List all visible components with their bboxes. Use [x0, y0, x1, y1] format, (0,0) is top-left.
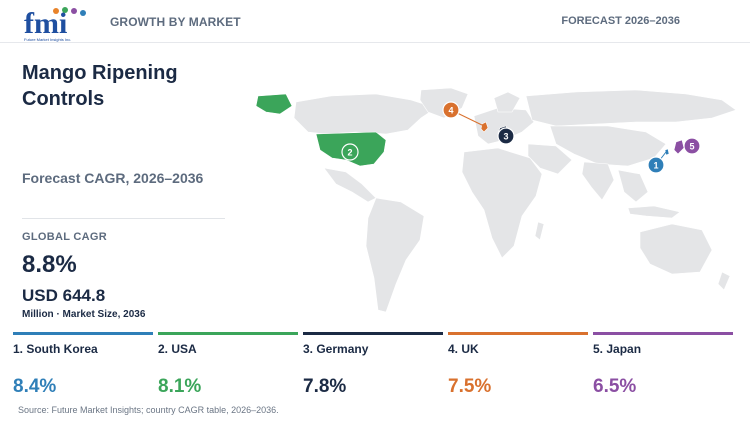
- country-card-bar: [303, 332, 443, 335]
- country-cagr: 6.5%: [593, 376, 637, 397]
- country-card-bar: [448, 332, 588, 335]
- marker-circle: [442, 101, 460, 119]
- country-cagr: 8.1%: [158, 376, 202, 397]
- marker-label: 4: [448, 106, 453, 116]
- country-card-5: 5. Japan 6.5%: [593, 332, 733, 402]
- country-card-3: 3. Germany 7.8%: [303, 332, 443, 402]
- logo-dot-green: [62, 7, 68, 13]
- marker-label: 2: [347, 148, 352, 158]
- country-name: 3. Germany: [303, 342, 369, 356]
- country-card-1: 1. South Korea 8.4%: [13, 332, 153, 402]
- map-marker-4: 4: [442, 101, 485, 127]
- uk-highlight: [480, 121, 489, 133]
- map-marker-5: 5: [679, 137, 701, 155]
- southeast-asia-shape: [617, 169, 649, 203]
- marker-circle: [683, 137, 701, 155]
- new-zealand-shape: [717, 271, 731, 291]
- country-name: 1. South Korea: [13, 342, 98, 356]
- country-cagr: 7.5%: [448, 376, 492, 397]
- south-korea-highlight: [664, 148, 670, 156]
- country-card-bar: [13, 332, 153, 335]
- marker-label: 1: [653, 161, 658, 171]
- usa-highlight: [315, 131, 387, 167]
- logo-wordmark: fmi: [24, 7, 67, 40]
- country-card-bar: [593, 332, 733, 335]
- country-card-4: 4. UK 7.5%: [448, 332, 588, 402]
- logo-dot-orange: [53, 8, 59, 14]
- logo-dot-purple: [71, 8, 77, 14]
- growth-by-market-label: GROWTH BY MARKET: [110, 15, 241, 29]
- country-card-bar: [158, 332, 298, 335]
- page-title: Mango Ripening Controls: [22, 62, 178, 110]
- scandinavia-shape: [493, 91, 521, 113]
- marker-circle: [497, 127, 515, 145]
- central-asia-shape: [549, 125, 667, 167]
- africa-shape: [461, 147, 543, 259]
- market-size-value: USD 644.8: [22, 286, 106, 305]
- central-america-shape: [323, 167, 377, 203]
- forecast-subtitle: Forecast CAGR, 2026–2036: [22, 170, 204, 186]
- middle-east-shape: [527, 143, 573, 175]
- india-shape: [581, 161, 615, 201]
- map-marker-1: 1: [647, 151, 667, 174]
- marker-circle: [647, 156, 665, 174]
- logo-subtext: Future Market Insights Inc.: [24, 37, 72, 42]
- country-cagr: 7.8%: [303, 376, 347, 397]
- fmi-logo: fmi: [24, 7, 86, 40]
- canada-shape: [293, 93, 437, 135]
- marker-label: 3: [503, 132, 508, 142]
- south-america-shape: [365, 197, 425, 313]
- map-marker-3: 3: [497, 127, 515, 145]
- map-marker-2: 2: [341, 143, 359, 161]
- country-name: 5. Japan: [593, 342, 642, 356]
- marker-circle: [341, 143, 359, 161]
- country-name: 2. USA: [158, 342, 197, 356]
- summary-divider: [22, 218, 225, 219]
- australia-shape: [639, 223, 713, 275]
- market-size-unit: Million · Market Size, 2036: [22, 309, 146, 320]
- japan-highlight: [673, 139, 685, 155]
- alaska-highlight: [255, 93, 293, 115]
- global-cagr-value: 8.8%: [22, 251, 77, 278]
- world-map: 1 2 3 4 5: [255, 88, 737, 313]
- indonesia-shape: [627, 205, 681, 219]
- country-cagr: 8.4%: [13, 376, 57, 397]
- forecast-period-label: FORECAST 2026–2036: [561, 15, 680, 27]
- madagascar-shape: [534, 221, 545, 241]
- russia-shape: [525, 89, 737, 127]
- marker-label: 5: [689, 142, 694, 152]
- country-name: 4. UK: [448, 342, 479, 356]
- source-note: Source: Future Market Insights; country …: [18, 405, 279, 415]
- country-card-2: 2. USA 8.1%: [158, 332, 298, 402]
- global-cagr-label: GLOBAL CAGR: [22, 231, 107, 243]
- logo-dot-blue: [80, 10, 86, 16]
- header-bar: fmi Future Market Insights Inc. GROWTH B…: [0, 0, 750, 43]
